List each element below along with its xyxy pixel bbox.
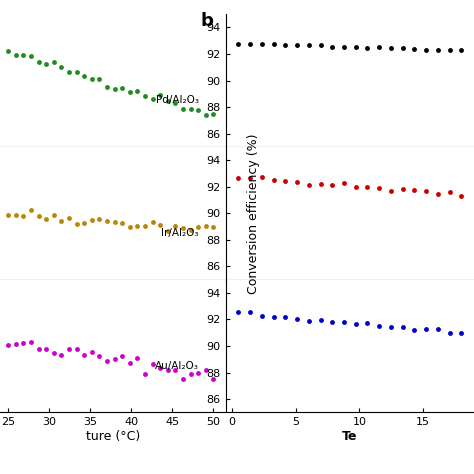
Text: Conversion efficiency (%): Conversion efficiency (%) [247,133,260,293]
Text: b: b [201,11,213,29]
Text: Ir/Al₂O₃: Ir/Al₂O₃ [161,228,199,238]
X-axis label: Te: Te [342,430,357,443]
X-axis label: ture (°C): ture (°C) [86,430,140,443]
Text: Au/Al₂O₃: Au/Al₂O₃ [155,361,199,371]
Text: Pd/Al₂O₃: Pd/Al₂O₃ [155,95,199,106]
